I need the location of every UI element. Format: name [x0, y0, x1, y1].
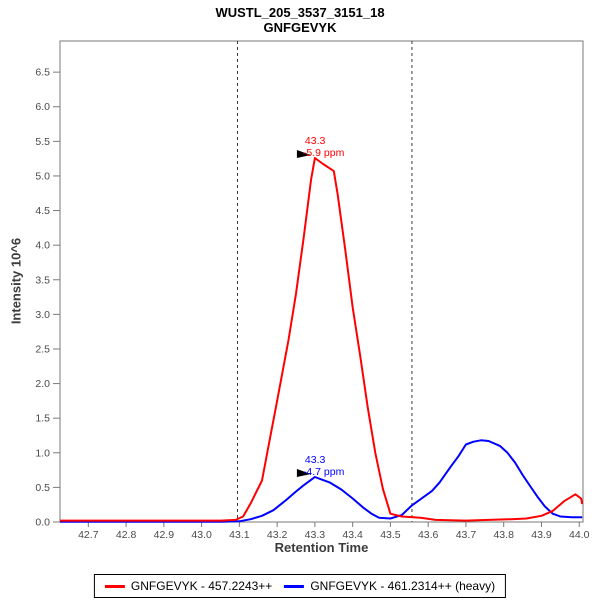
- legend-box: GNFGEVYK - 457.2243++ GNFGEVYK - 461.231…: [93, 574, 507, 598]
- x-tick-label: 42.7: [78, 529, 99, 541]
- series-line[interactable]: [60, 439, 583, 523]
- y-tick-label: 5.0: [35, 170, 50, 182]
- x-tick-label: 42.8: [116, 529, 137, 541]
- x-tick-label: 43.3: [305, 529, 326, 541]
- y-tick-label: 2.5: [35, 343, 50, 355]
- y-axis-label: Intensity 10^6: [8, 237, 24, 325]
- x-axis-label: Retention Time: [274, 540, 369, 555]
- y-tick-label: 4.5: [35, 205, 50, 217]
- x-tick-label: 43.1: [229, 529, 250, 541]
- x-tick-label: 43.5: [380, 529, 401, 541]
- legend-swatch-red-line: [104, 584, 125, 588]
- x-tick-label: 43.4: [342, 529, 363, 541]
- y-tick-label: 0.5: [35, 482, 50, 494]
- y-tick-label: 4.0: [35, 240, 50, 252]
- peak-annotation-text: -4.7 ppm: [303, 466, 345, 478]
- y-tick-label: 6.5: [35, 67, 50, 79]
- y-tick-label: 3.5: [35, 274, 50, 286]
- legend-swatch-blue-line: [284, 584, 305, 588]
- x-tick-label: 43.0: [191, 529, 212, 541]
- peak-annotation-text: 43.3: [305, 454, 326, 466]
- y-tick-label: 2.0: [35, 378, 50, 390]
- chromatogram-plot[interactable]: 0.0 0.5 1.0 1.5 2.0 2.5 3.0 3.5 4.0 4.5 5.0 5.5 6.0 6…: [0, 0, 600, 565]
- legend-label-light: GNFGEVYK - 457.2243++: [130, 579, 273, 593]
- chart-title-peptide: GNFGEVYK: [263, 20, 337, 35]
- x-tick-label: 43.7: [456, 529, 477, 541]
- series-line[interactable]: [60, 157, 584, 522]
- x-tick-label: 43.6: [418, 529, 439, 541]
- legend-item-heavy: GNFGEVYK - 461.2314++ (heavy): [284, 579, 495, 593]
- peak-annotation-text: 43.3: [305, 135, 326, 147]
- x-tick-label: 42.9: [154, 529, 175, 541]
- x-tick-label: 43.2: [267, 529, 288, 541]
- peak-arrow-icon: [296, 469, 311, 478]
- y-tick-label: 0.0: [35, 517, 50, 529]
- y-tick-label: 3.0: [35, 309, 50, 321]
- plot-border: [59, 40, 584, 523]
- y-tick-label: 5.5: [35, 136, 50, 148]
- legend-label-heavy: GNFGEVYK - 461.2314++ (heavy): [310, 579, 496, 593]
- x-tick-label: 43.8: [493, 529, 514, 541]
- x-tick-label: 43.9: [531, 529, 552, 541]
- peak-arrow-icon: [296, 149, 311, 158]
- legend-item-light: GNFGEVYK - 457.2243++: [104, 579, 273, 593]
- chart-title-replicate: WUSTL_205_3537_3151_18: [215, 5, 385, 20]
- y-tick-label: 1.5: [35, 413, 50, 425]
- peak-annotation-text: -5.9 ppm: [303, 147, 345, 159]
- y-tick-label: 6.0: [35, 101, 50, 113]
- x-tick-label: 44.0: [569, 529, 590, 541]
- y-tick-label: 1.0: [35, 447, 50, 459]
